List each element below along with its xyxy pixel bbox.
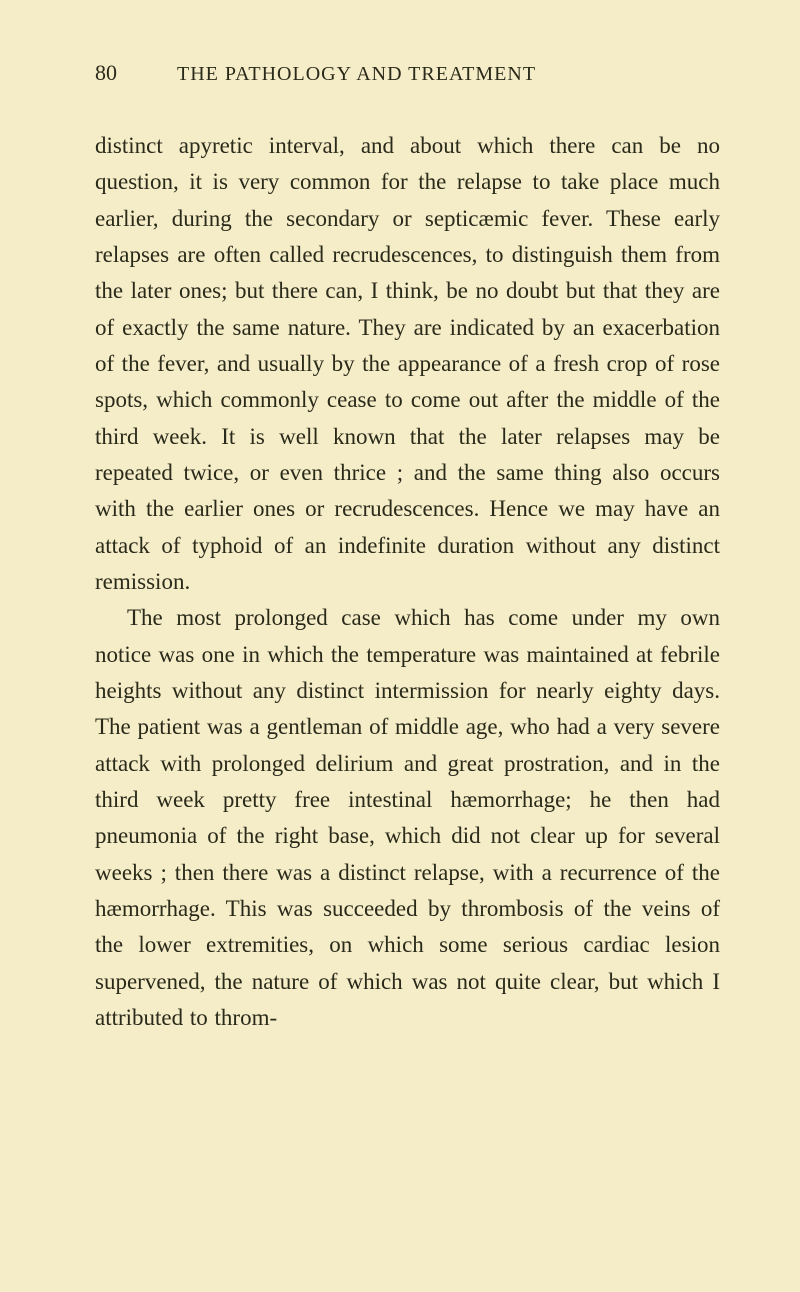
page-number: 80	[95, 60, 117, 86]
paragraph-2: The most prolonged case which has come u…	[95, 600, 720, 1036]
body-text: distinct apyretic interval, and about wh…	[95, 128, 720, 1036]
page-header: 80 THE PATHOLOGY AND TREATMENT	[95, 60, 720, 86]
running-title: THE PATHOLOGY AND TREATMENT	[177, 63, 536, 86]
paragraph-1: distinct apyretic interval, and about wh…	[95, 128, 720, 600]
